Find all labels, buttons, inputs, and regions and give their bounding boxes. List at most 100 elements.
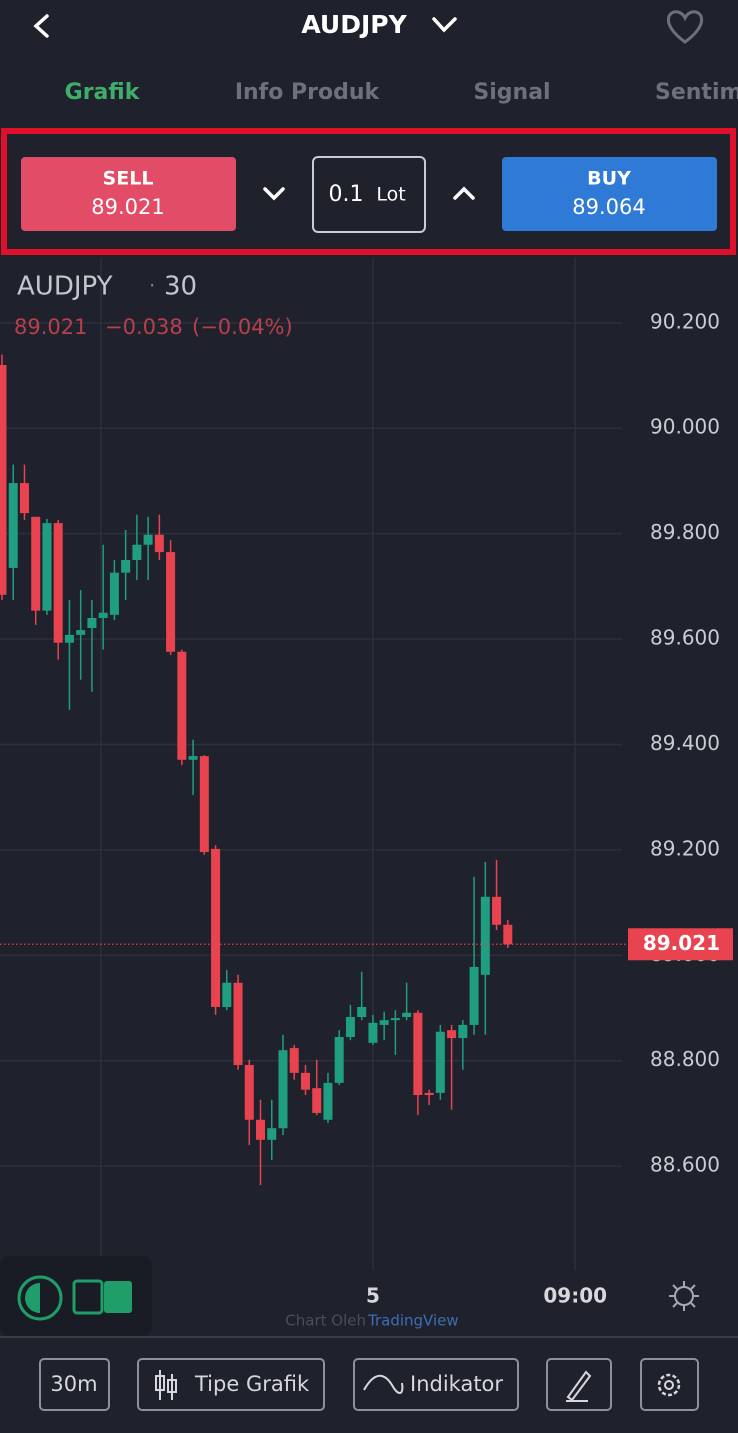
candle-body xyxy=(87,617,97,629)
header-title: AUDJPY xyxy=(301,10,407,39)
buy-price: 89.064 xyxy=(572,195,645,219)
candle-body xyxy=(503,924,513,945)
y-tick-label: 89.600 xyxy=(650,626,720,650)
candle-body xyxy=(323,1082,333,1120)
candle-body xyxy=(256,1119,266,1140)
chart-settings-rays xyxy=(669,1281,699,1311)
candle-body xyxy=(267,1128,277,1140)
drawing-icon xyxy=(566,1370,592,1402)
candle-body xyxy=(154,534,164,553)
candle-body xyxy=(0,364,7,595)
candle-body xyxy=(188,756,198,760)
legend-interval: 30 xyxy=(164,272,197,302)
lot-value: 0.1 xyxy=(329,182,364,207)
highlight-box xyxy=(1,128,736,255)
candle-body xyxy=(177,651,187,760)
favorite-button[interactable] xyxy=(666,10,704,44)
buy-button[interactable] xyxy=(502,157,717,231)
candle-body xyxy=(8,483,18,568)
layout-toggle[interactable] xyxy=(72,1279,104,1315)
lot-unit: Lot xyxy=(376,184,405,206)
settings-gear xyxy=(657,1373,681,1397)
sell-button[interactable] xyxy=(21,157,236,231)
y-tick-label: 89.800 xyxy=(650,520,720,544)
candle-body xyxy=(211,848,221,1007)
candle-body xyxy=(132,544,142,561)
candle-body xyxy=(368,1022,378,1043)
y-tick-label: 88.800 xyxy=(650,1047,720,1071)
candle-body xyxy=(53,523,63,643)
candle-body xyxy=(469,966,479,1025)
lot-input[interactable] xyxy=(312,156,426,233)
layout-icon xyxy=(104,1281,132,1313)
sell-price: 89.021 xyxy=(91,195,164,219)
tab[interactable]: Info Produk xyxy=(235,80,381,105)
candle-body xyxy=(199,756,209,853)
settings-gear-center xyxy=(664,1380,674,1390)
credit-prefix: Chart Oleh xyxy=(285,1312,366,1330)
interval-label: 30m xyxy=(50,1372,97,1396)
x-tick-label: 5 xyxy=(366,1284,380,1308)
tab[interactable]: Sentim xyxy=(655,80,738,105)
drawing-button[interactable] xyxy=(546,1358,612,1411)
chart-type-icon xyxy=(155,1370,177,1400)
lot-increase[interactable] xyxy=(453,186,475,200)
indicator-icon xyxy=(363,1374,404,1394)
legend-price: 89.021 xyxy=(14,315,87,339)
candle-body xyxy=(480,896,490,975)
candle-body xyxy=(109,572,119,615)
candle-body xyxy=(31,516,41,611)
candle-body xyxy=(278,1050,288,1129)
chart-type-button[interactable] xyxy=(137,1358,325,1411)
theme-toggle[interactable] xyxy=(17,1275,63,1321)
candle-body xyxy=(458,1024,468,1039)
credit-brand: TradingView xyxy=(367,1312,459,1330)
last-price-tag xyxy=(628,928,733,961)
buy-label: BUY xyxy=(587,168,631,190)
sell-label: SELL xyxy=(103,168,154,190)
y-tick-label: 89.400 xyxy=(650,731,720,755)
candle-body xyxy=(300,1072,310,1090)
y-tick-label: 89.200 xyxy=(650,836,720,860)
theme-icon xyxy=(25,1283,40,1313)
y-tick-label: 90.200 xyxy=(650,309,720,333)
candle-body xyxy=(447,1030,457,1039)
legend-symbol: AUDJPY xyxy=(17,272,113,302)
indicator-label: Indikator xyxy=(410,1372,503,1396)
last-price-label: 89.021 xyxy=(643,931,720,955)
indicator-button[interactable] xyxy=(353,1358,519,1411)
candle-body xyxy=(379,1020,389,1025)
candle-body xyxy=(357,1006,367,1017)
candle-body xyxy=(390,1018,400,1021)
candle-body xyxy=(64,634,74,643)
back-button[interactable] xyxy=(33,14,49,38)
candle-body xyxy=(42,523,52,611)
x-tick-label: 09:00 xyxy=(543,1284,607,1308)
symbol-dropdown[interactable] xyxy=(432,17,457,33)
chart-settings[interactable] xyxy=(674,1286,694,1306)
tab[interactable]: Grafik xyxy=(65,80,141,105)
candle-body xyxy=(166,552,176,652)
candle-body xyxy=(19,483,29,514)
lot-decrease[interactable] xyxy=(263,187,285,201)
settings-button[interactable] xyxy=(640,1358,699,1411)
candle-body xyxy=(312,1088,322,1113)
candle-body xyxy=(222,982,232,1007)
candle-body xyxy=(289,1048,299,1073)
candle-body xyxy=(76,630,86,635)
candle-body xyxy=(435,1031,445,1093)
candle-body xyxy=(143,534,153,545)
tab[interactable]: Signal xyxy=(473,80,550,105)
candle-body xyxy=(121,560,131,573)
legend-change-pct: (−0.04%) xyxy=(192,315,293,339)
legend-change: −0.038 xyxy=(105,315,183,339)
interval-button[interactable] xyxy=(39,1358,110,1411)
chart-type-label: Tipe Grafik xyxy=(194,1372,310,1396)
candle-body xyxy=(345,1017,355,1038)
y-tick-label: 88.600 xyxy=(650,1153,720,1177)
candle-body xyxy=(334,1037,344,1083)
candle-body xyxy=(244,1064,254,1120)
candle-body xyxy=(424,1092,434,1096)
